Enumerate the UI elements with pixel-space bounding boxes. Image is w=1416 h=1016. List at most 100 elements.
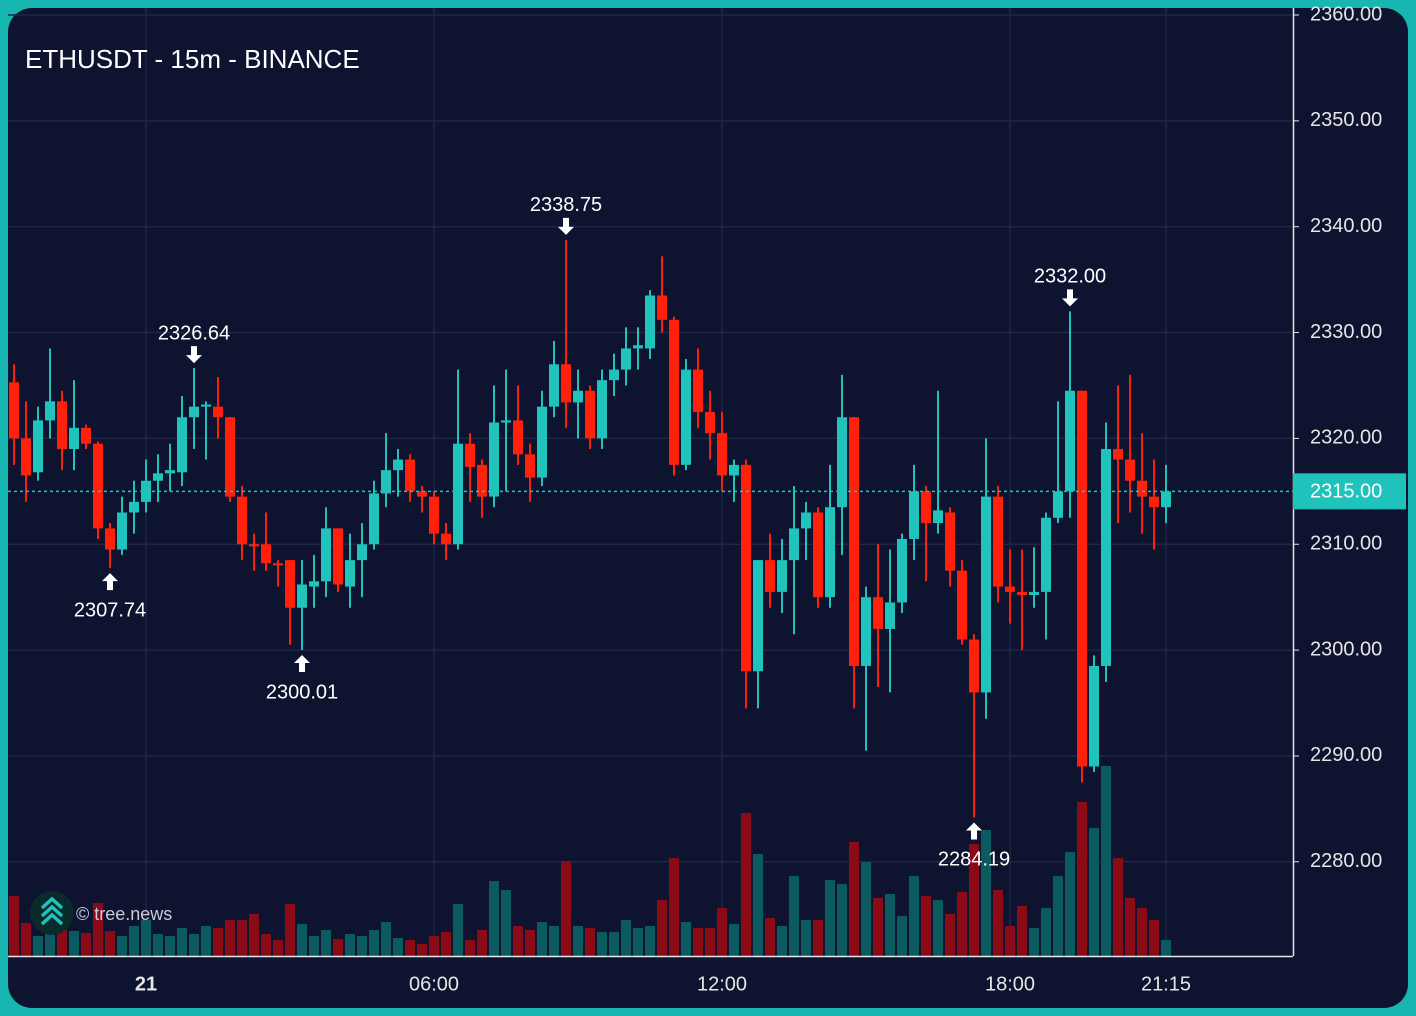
- volume-bar: [225, 920, 235, 956]
- volume-bar: [93, 903, 103, 956]
- volume-bar: [369, 930, 379, 956]
- candle-body: [333, 528, 343, 585]
- candle-body: [681, 369, 691, 465]
- volume-bar: [729, 924, 739, 956]
- high-label: 2332.00: [1034, 266, 1106, 288]
- volume-bar: [1041, 908, 1051, 956]
- candle-body: [321, 528, 331, 582]
- y-tick-label: 2300.00: [1310, 638, 1382, 660]
- volume-bar: [657, 900, 667, 956]
- y-tick-label: 2340.00: [1310, 215, 1382, 237]
- candle-body: [981, 496, 991, 693]
- volume-bar: [237, 920, 247, 956]
- high-label: 2326.64: [158, 322, 230, 344]
- candle-body: [777, 560, 787, 592]
- candle-body: [453, 443, 463, 545]
- panel: [8, 8, 1408, 1008]
- x-tick-label: 18:00: [985, 973, 1035, 995]
- low-arrow: [102, 573, 118, 591]
- volume-bar: [945, 914, 955, 956]
- candle-body: [1041, 517, 1051, 592]
- candle-body: [429, 496, 439, 534]
- candle-body: [33, 420, 43, 473]
- candle-body: [705, 411, 715, 434]
- volume-bar: [309, 936, 319, 956]
- candle-body: [561, 364, 571, 403]
- candle-body: [813, 512, 823, 598]
- candle-body: [1053, 491, 1063, 518]
- candle-body: [969, 639, 979, 693]
- candle-body: [873, 597, 883, 629]
- low-label: 2300.01: [266, 681, 338, 703]
- volume-bar: [1161, 940, 1171, 956]
- candle-layer: [9, 239, 1171, 818]
- candle-body: [261, 544, 271, 564]
- volume-bar: [189, 934, 199, 956]
- candle-body: [753, 560, 763, 672]
- volume-bar: [453, 904, 463, 956]
- candle-body: [1089, 665, 1099, 767]
- volume-bar: [849, 842, 859, 956]
- candle-body: [957, 570, 967, 640]
- volume-bar: [393, 938, 403, 956]
- candle-body: [249, 544, 259, 547]
- candle-body: [645, 295, 655, 349]
- x-tick-label: 21:15: [1141, 973, 1191, 995]
- candle-body: [1017, 591, 1027, 596]
- candle-body: [69, 427, 79, 449]
- candle-body: [921, 491, 931, 524]
- volume-bar: [117, 936, 127, 956]
- candle-body: [105, 528, 115, 550]
- volume-bar: [213, 928, 223, 956]
- candle-body: [225, 417, 235, 497]
- y-tick-label: 2280.00: [1310, 850, 1382, 872]
- volume-bar: [57, 928, 67, 956]
- volume-bar: [573, 926, 583, 956]
- volume-bar: [705, 928, 715, 956]
- candle-body: [1113, 448, 1123, 460]
- volume-layer: [9, 766, 1171, 956]
- candle-body: [357, 544, 367, 561]
- volume-bar: [1113, 858, 1123, 956]
- volume-bar: [1101, 766, 1111, 956]
- volume-bar: [765, 918, 775, 956]
- candle-body: [465, 443, 475, 467]
- volume-bar: [969, 844, 979, 956]
- volume-bar: [909, 876, 919, 956]
- volume-bar: [753, 854, 763, 956]
- y-tick-label: 2320.00: [1310, 427, 1382, 449]
- candle-body: [525, 454, 535, 478]
- volume-bar: [249, 914, 259, 956]
- y-tick-label: 2360.00: [1310, 3, 1382, 25]
- candle-body: [1077, 390, 1087, 767]
- candle-body: [369, 493, 379, 545]
- y-tick-label: 2350.00: [1310, 109, 1382, 131]
- volume-bar: [441, 932, 451, 956]
- volume-bar: [321, 930, 331, 956]
- volume-bar: [261, 934, 271, 956]
- volume-bar: [885, 894, 895, 956]
- candle-body: [1149, 496, 1159, 508]
- candle-body: [633, 345, 643, 349]
- high-arrow: [186, 346, 202, 364]
- volume-bar: [897, 916, 907, 956]
- volume-bar: [1005, 926, 1015, 956]
- volume-bar: [477, 930, 487, 956]
- volume-bar: [1149, 920, 1159, 956]
- volume-bar: [1053, 876, 1063, 956]
- volume-bar: [693, 928, 703, 956]
- candle-body: [381, 470, 391, 494]
- candle-body: [441, 533, 451, 545]
- candle-body: [477, 464, 487, 497]
- volume-bar: [561, 861, 571, 956]
- candle-body: [93, 443, 103, 529]
- candle-body: [573, 390, 583, 403]
- volume-bar: [513, 926, 523, 956]
- candle-body: [621, 348, 631, 370]
- candle-body: [189, 406, 199, 418]
- low-arrow: [294, 654, 310, 672]
- high-arrow: [1062, 289, 1078, 307]
- candle-body: [741, 464, 751, 672]
